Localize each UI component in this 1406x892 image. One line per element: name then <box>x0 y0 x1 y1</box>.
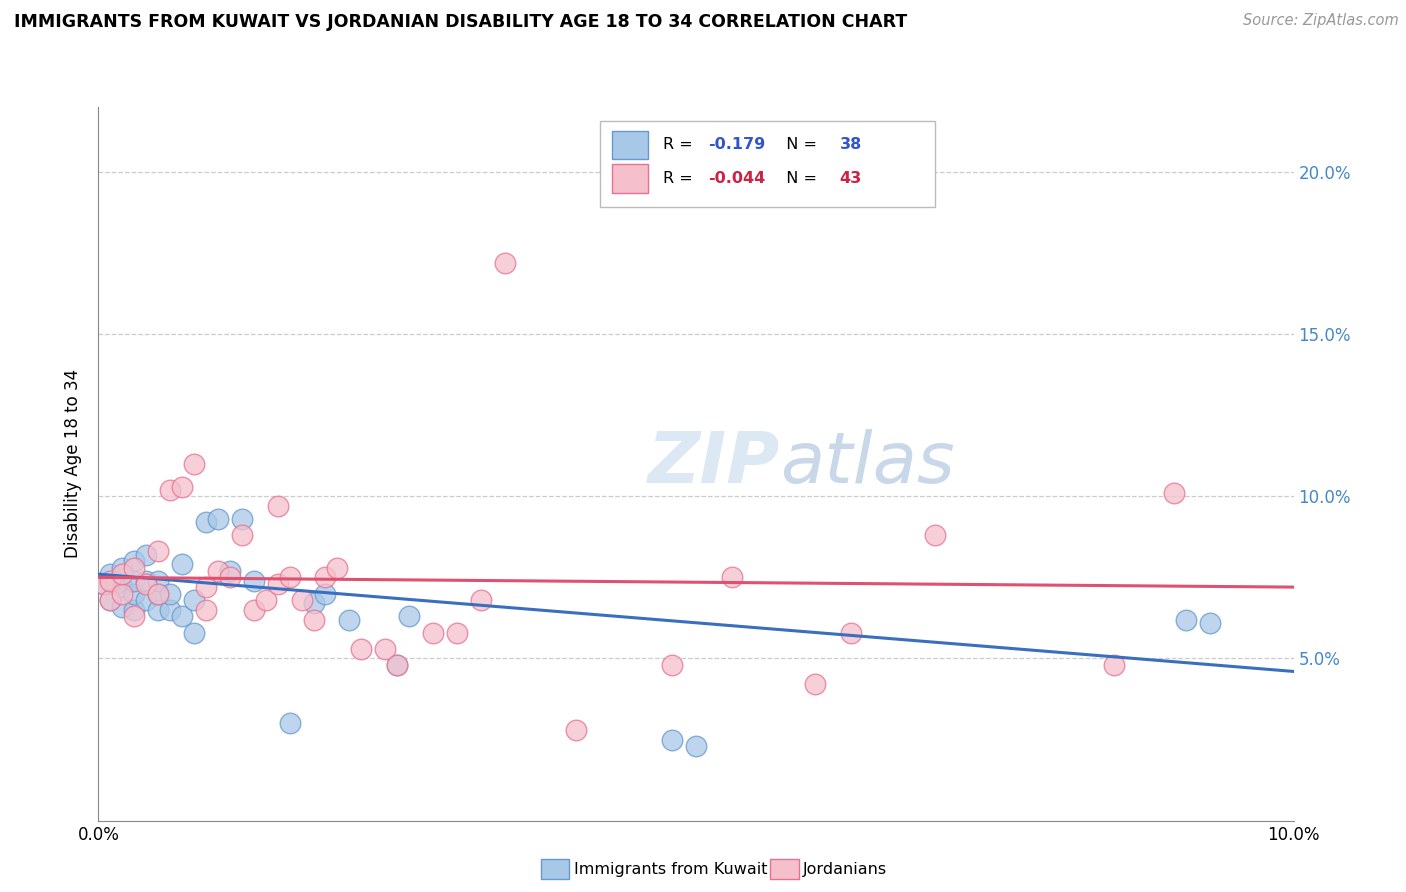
Point <box>111 586 134 600</box>
Point <box>1175 613 1198 627</box>
Point <box>494 256 516 270</box>
Point <box>183 625 205 640</box>
Y-axis label: Disability Age 18 to 34: Disability Age 18 to 34 <box>65 369 83 558</box>
Point <box>291 593 314 607</box>
Point <box>159 603 181 617</box>
Point <box>254 593 277 607</box>
Point <box>207 564 229 578</box>
Text: -0.179: -0.179 <box>709 137 765 153</box>
Text: R =: R = <box>662 137 697 153</box>
Point <box>124 603 146 617</box>
Text: N =: N = <box>776 171 823 186</box>
Point <box>231 528 253 542</box>
Point <box>105 577 128 591</box>
Point <box>422 625 444 640</box>
Point <box>159 586 181 600</box>
FancyBboxPatch shape <box>600 121 935 207</box>
Point <box>100 593 122 607</box>
Text: Immigrants from Kuwait: Immigrants from Kuwait <box>574 863 768 877</box>
Point <box>661 732 683 747</box>
Point <box>374 641 396 656</box>
Point <box>111 560 134 574</box>
Point <box>124 609 146 624</box>
Point <box>350 641 373 656</box>
Point <box>219 564 242 578</box>
Point <box>1198 615 1220 630</box>
Point <box>135 548 157 562</box>
Point <box>924 528 946 542</box>
Point <box>804 677 827 691</box>
Point <box>111 567 134 582</box>
Text: 43: 43 <box>839 171 862 186</box>
Point <box>278 716 301 731</box>
Point <box>685 739 707 753</box>
Point <box>172 558 194 572</box>
Point <box>302 613 325 627</box>
Point <box>135 574 157 588</box>
Point <box>183 593 205 607</box>
Point <box>148 603 170 617</box>
Point <box>124 574 146 588</box>
Text: Jordanians: Jordanians <box>803 863 887 877</box>
Text: atlas: atlas <box>779 429 955 499</box>
Point <box>195 603 218 617</box>
Point <box>326 560 349 574</box>
Point <box>124 586 146 600</box>
Point <box>1163 486 1185 500</box>
Text: ZIP: ZIP <box>647 429 779 499</box>
Point <box>148 574 170 588</box>
Point <box>470 593 492 607</box>
Point <box>446 625 468 640</box>
Bar <box>613 164 648 193</box>
Point <box>721 570 744 584</box>
Point <box>315 586 337 600</box>
Point <box>339 613 360 627</box>
Point <box>93 577 115 591</box>
Point <box>207 512 229 526</box>
Point <box>135 577 157 591</box>
Point <box>159 483 181 497</box>
Bar <box>613 130 648 159</box>
Text: IMMIGRANTS FROM KUWAIT VS JORDANIAN DISABILITY AGE 18 TO 34 CORRELATION CHART: IMMIGRANTS FROM KUWAIT VS JORDANIAN DISA… <box>14 13 907 31</box>
Text: R =: R = <box>662 171 697 186</box>
Point <box>302 596 325 610</box>
Point <box>267 577 290 591</box>
Point <box>398 609 420 624</box>
Point <box>195 515 218 529</box>
Point <box>565 723 588 737</box>
Text: 38: 38 <box>839 137 862 153</box>
Text: N =: N = <box>776 137 823 153</box>
Point <box>219 570 242 584</box>
Point <box>183 457 205 471</box>
Point <box>111 599 134 614</box>
Point <box>93 577 115 591</box>
Point <box>231 512 253 526</box>
Point <box>841 625 863 640</box>
Point <box>267 499 290 513</box>
Point <box>148 586 170 600</box>
Point <box>315 570 337 584</box>
Point <box>124 554 146 568</box>
Point <box>100 574 122 588</box>
Text: -0.044: -0.044 <box>709 171 765 186</box>
Point <box>172 609 194 624</box>
Text: Source: ZipAtlas.com: Source: ZipAtlas.com <box>1243 13 1399 29</box>
Point <box>243 603 266 617</box>
Point <box>243 574 266 588</box>
Point <box>195 580 218 594</box>
Point <box>148 544 170 558</box>
Point <box>100 567 122 582</box>
Point <box>135 593 157 607</box>
Point <box>124 560 146 574</box>
Point <box>385 657 409 672</box>
Point <box>148 586 170 600</box>
Point <box>278 570 301 584</box>
Point <box>1104 657 1126 672</box>
Point <box>111 580 134 594</box>
Point <box>661 657 683 672</box>
Point <box>172 479 194 493</box>
Point <box>100 593 122 607</box>
Point <box>385 657 409 672</box>
